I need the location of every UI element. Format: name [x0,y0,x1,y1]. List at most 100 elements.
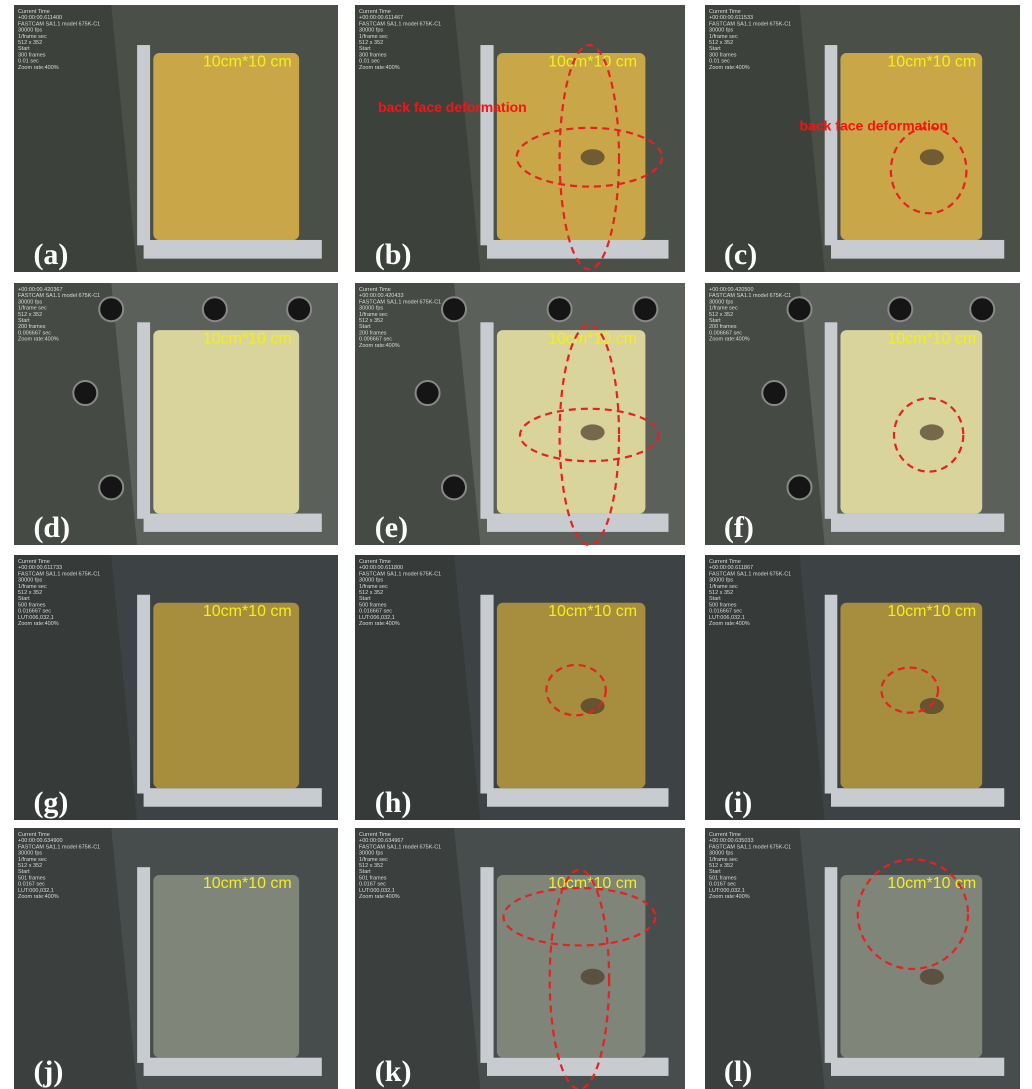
camera-overlay-text: 512 x 352 [18,590,42,596]
camera-overlay-text: FASTCAM SA1.1 model 675K-C1 [359,844,441,850]
camera-overlay-text: 512 x 352 [709,863,733,869]
bolt [99,475,123,499]
camera-overlay-text: 0.01 sec [359,59,380,65]
camera-overlay-text: 30000 fps [359,578,383,584]
camera-overlay-text: +00:00:00.611467 [359,15,403,21]
panel-label: (f) [724,511,754,544]
panel-label: (c) [724,238,757,271]
camera-overlay-text: +00:00:00.611867 [709,565,753,571]
camera-overlay-text: Start [18,46,30,52]
photo-panel: Current Time+00:00:00.635033FASTCAM SA1.… [705,828,1020,1089]
camera-overlay-text: LUT:006,032,1 [709,615,745,621]
ruler-left [137,595,150,794]
camera-overlay-text: LUT:000,032,1 [709,888,745,894]
camera-overlay-text: FASTCAM SA1.1 model 675K-C1 [709,571,791,577]
photo-panel: +00:00:00.420367FASTCAM SA1.1 model 675K… [14,283,338,545]
camera-overlay-text: 30000 fps [18,28,42,34]
camera-overlay-text: Start [18,596,30,602]
ruler-bottom [144,514,322,532]
target-plate [153,603,299,789]
dimension-label: 10cm*10 cm [548,53,637,70]
ruler-bottom [487,514,669,532]
ruler-bottom [144,240,322,259]
bolt [788,475,812,499]
camera-overlay-text: 300 frames [709,52,737,58]
camera-overlay-text: Start [359,869,371,875]
bolt [788,297,812,321]
ruler-left [480,45,493,245]
camera-overlay-text: 300 frames [18,52,46,58]
camera-overlay-text: Current Time [709,9,741,15]
camera-overlay-text: +00:00:00.611800 [359,565,403,571]
bolt [73,381,97,405]
camera-overlay-text: Current Time [18,9,50,15]
camera-overlay-text: 501 frames [359,875,387,881]
deformation-annotation: back face deformation [800,117,949,133]
camera-overlay-text: Zoom rate:400% [359,894,400,900]
camera-overlay-text: 1/frame sec [709,857,738,863]
camera-overlay-text: 200 frames [709,324,737,330]
bolt [99,297,123,321]
camera-overlay-text: FASTCAM SA1.1 model 675K-C1 [18,844,100,850]
camera-overlay-text: 1/frame sec [18,584,47,590]
impact-mark [920,698,944,714]
ruler-left [480,322,493,519]
camera-overlay-text: LUT:006,032,1 [18,615,54,621]
camera-overlay-text: Current Time [18,559,50,565]
bolt [762,381,786,405]
camera-overlay-text: 512 x 352 [359,318,383,324]
ruler-left [137,45,150,245]
camera-overlay-text: +00:00:00.420367 [18,287,63,293]
camera-overlay-text: 500 frames [359,602,387,608]
bolt [442,475,466,499]
panel-label: (g) [33,786,68,819]
panel-label: (l) [724,1055,752,1088]
camera-overlay-text: 0.006667 sec [18,330,51,336]
dimension-label: 10cm*10 cm [887,330,976,347]
impact-mark [581,424,605,440]
camera-overlay-text: Start [709,318,721,324]
target-plate [153,330,299,513]
camera-overlay-text: 512 x 352 [18,40,42,46]
camera-overlay-text: FASTCAM SA1.1 model 675K-C1 [18,21,100,27]
camera-overlay-text: Zoom rate:400% [709,621,750,627]
bolt [548,297,572,321]
camera-overlay-text: 512 x 352 [709,40,733,46]
dimension-label: 10cm*10 cm [548,330,637,347]
camera-overlay-text: LUT:006,032,1 [359,615,395,621]
impact-mark [920,424,944,440]
camera-overlay-text: 0.01 sec [709,59,730,65]
camera-overlay-text: 300 frames [359,52,387,58]
camera-overlay-text: Current Time [709,559,741,565]
target-plate [497,330,646,513]
camera-overlay-text: 0.006667 sec [359,337,392,343]
bolt [970,297,994,321]
camera-overlay-text: +00:00:00.611733 [18,565,62,571]
camera-overlay-text: Zoom rate:400% [709,894,750,900]
panel-label: (k) [375,1055,412,1088]
ruler-left [825,595,838,794]
camera-overlay-text: FASTCAM SA1.1 model 675K-C1 [359,571,441,577]
camera-overlay-text: FASTCAM SA1.1 model 675K-C1 [18,293,100,299]
camera-overlay-text: Current Time [18,832,50,838]
camera-overlay-text: 30000 fps [359,851,383,857]
camera-overlay-text: Current Time [359,9,391,15]
panel-label: (a) [33,238,68,271]
dimension-label: 10cm*10 cm [203,330,292,347]
camera-overlay-text: Start [359,596,371,602]
ruler-bottom [487,788,669,807]
photo-panel: Current Time+00:00:00.611867FASTCAM SA1.… [705,555,1020,820]
camera-overlay-text: 512 x 352 [709,590,733,596]
ruler-left [825,867,838,1063]
camera-overlay-text: 512 x 352 [18,312,42,318]
camera-overlay-text: Start [709,46,721,52]
ruler-left [137,322,150,519]
camera-overlay-text: Current Time [359,287,391,293]
dimension-label: 10cm*10 cm [203,603,292,620]
camera-overlay-text: FASTCAM SA1.1 model 675K-C1 [359,21,441,27]
camera-overlay-text: 0.01 sec [18,59,39,65]
bolt [888,297,912,321]
camera-overlay-text: FASTCAM SA1.1 model 675K-C1 [359,299,441,305]
